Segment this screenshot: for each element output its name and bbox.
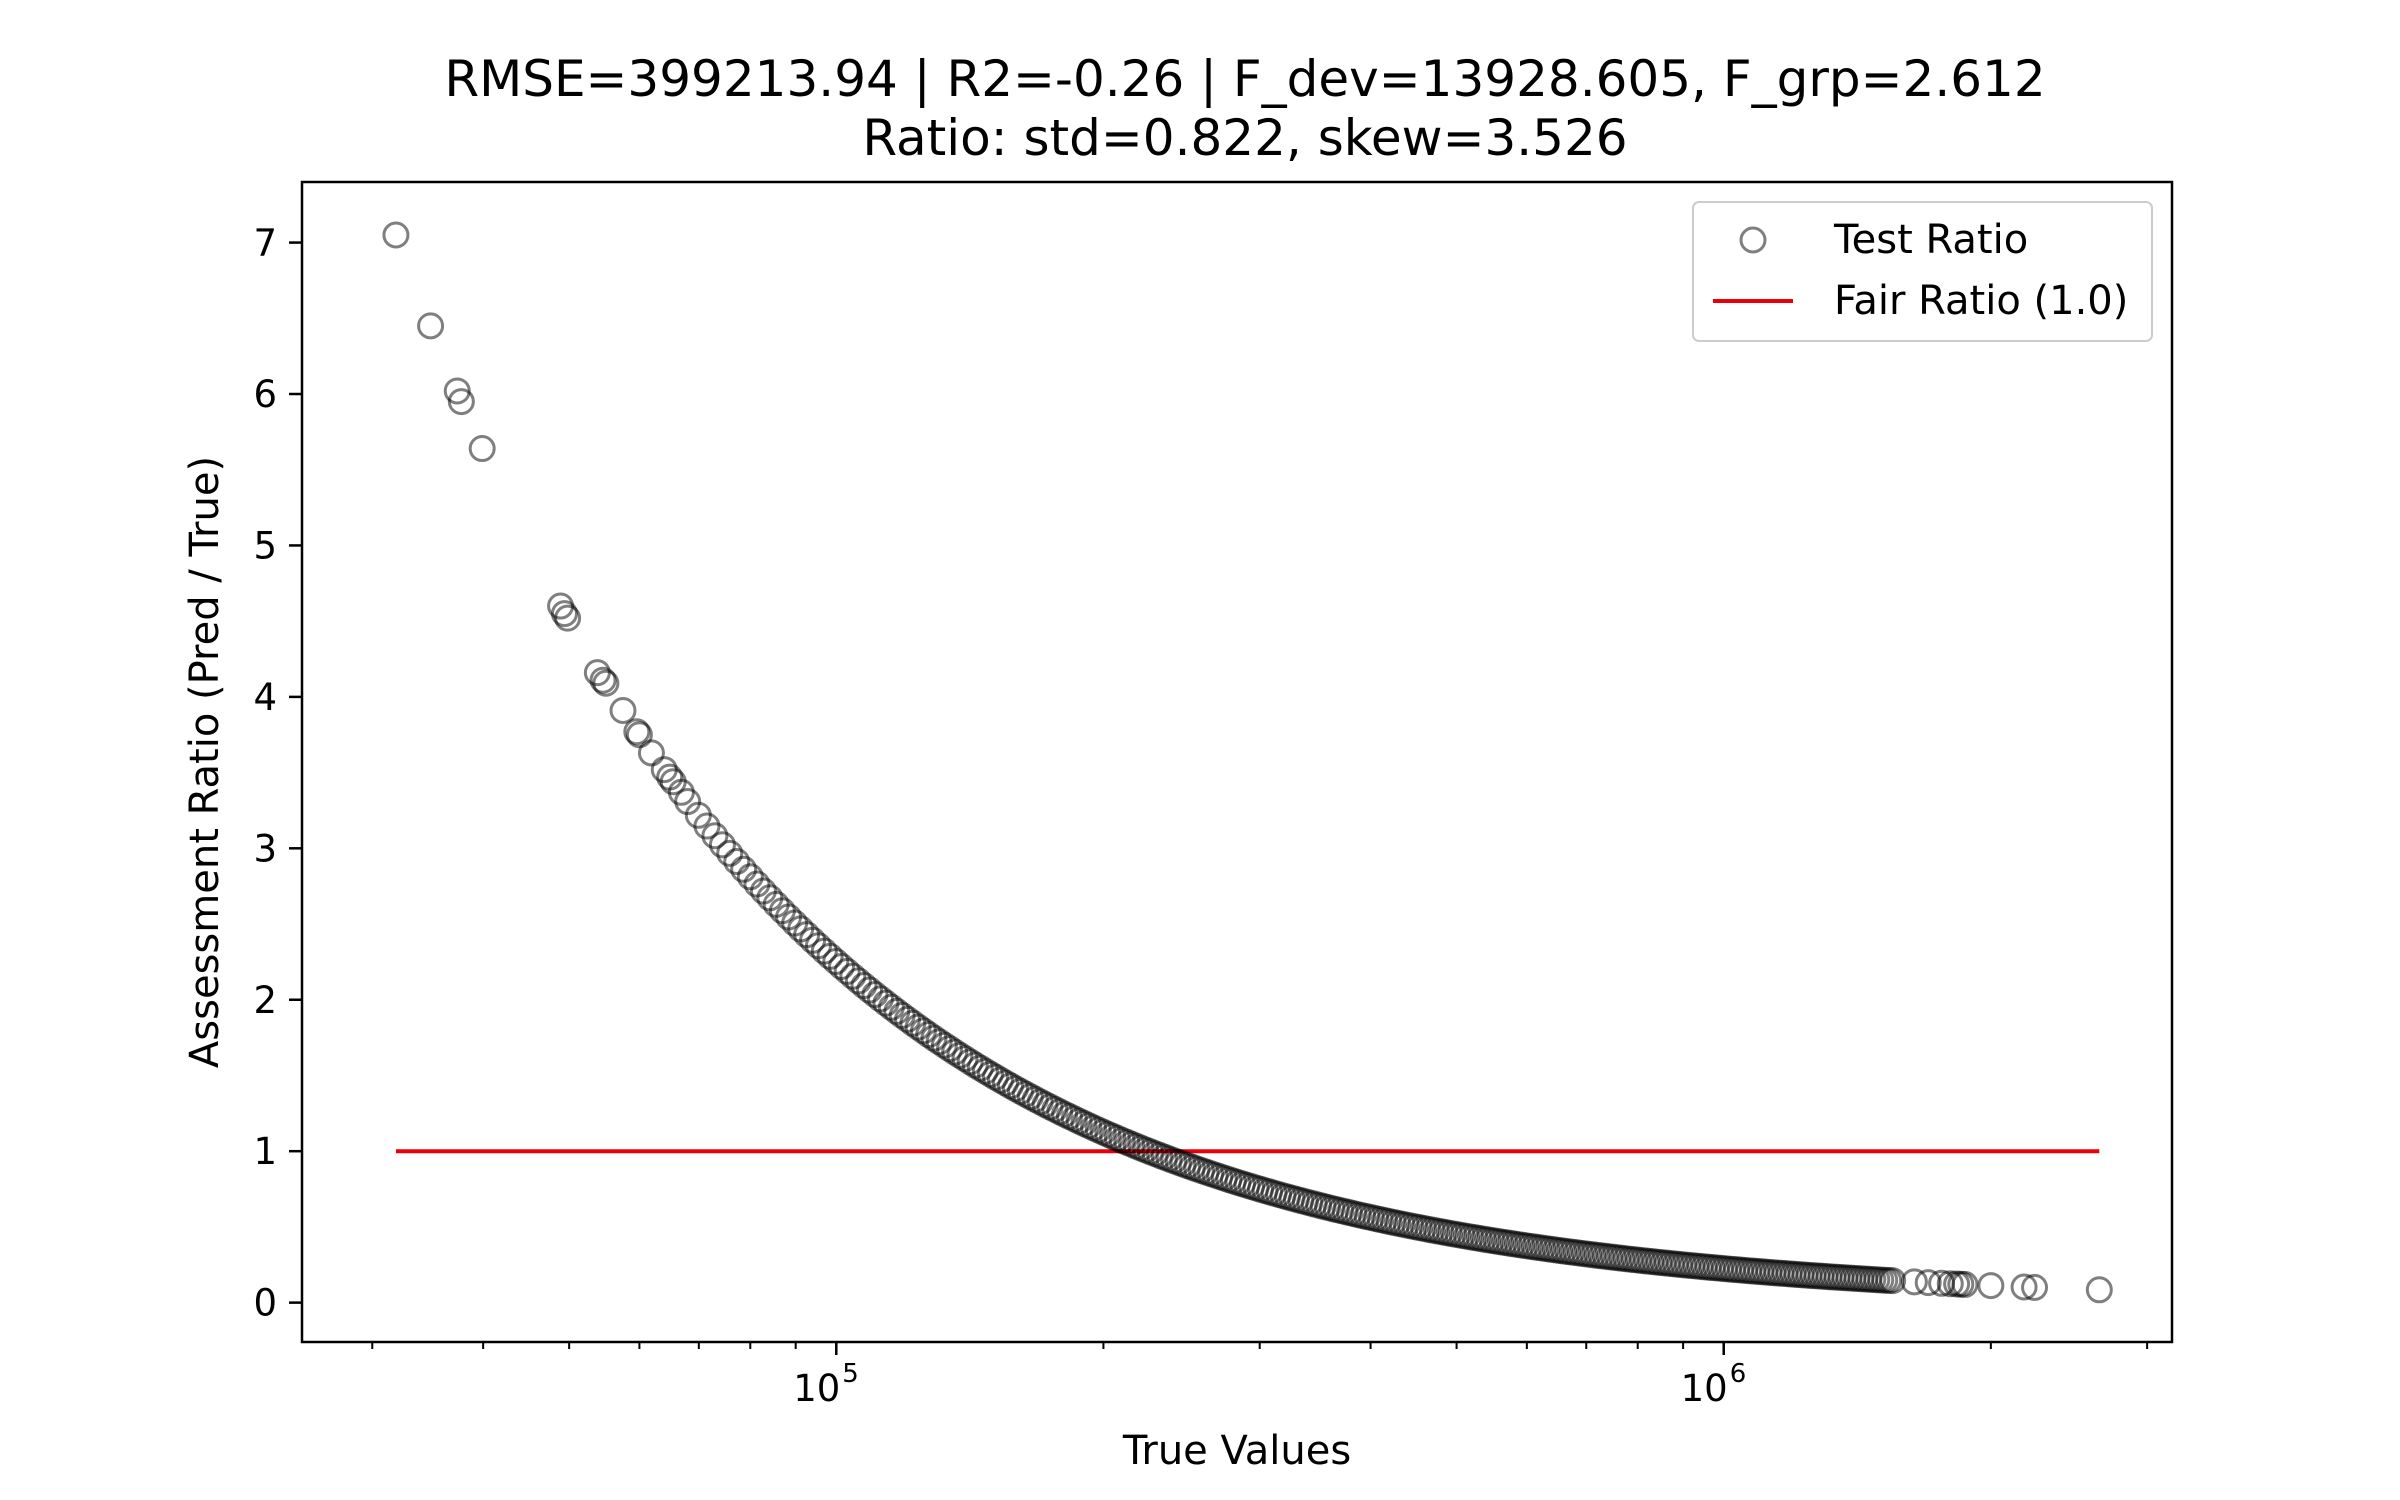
plot-frame bbox=[300, 180, 2174, 1344]
test-ratio-point bbox=[1951, 1270, 1979, 1298]
legend-label-test-ratio: Test Ratio bbox=[1833, 217, 2028, 263]
test-ratio-point bbox=[550, 600, 578, 628]
test-ratio-point bbox=[723, 847, 751, 875]
test-ratio-point bbox=[592, 669, 620, 697]
x-tick-label-base: 10 bbox=[1681, 1367, 1728, 1410]
test-ratio-point bbox=[382, 221, 410, 249]
test-ratio-point bbox=[447, 388, 475, 416]
test-ratio-point bbox=[468, 435, 496, 463]
test-ratio-point bbox=[2085, 1276, 2113, 1304]
x-tick-label-exponent: 6 bbox=[1730, 1359, 1747, 1389]
test-ratio-point bbox=[609, 697, 637, 725]
test-ratio-point bbox=[708, 831, 736, 859]
test-ratio-point bbox=[2010, 1273, 2038, 1301]
test-ratio-point bbox=[730, 855, 758, 883]
chart-title-line1: RMSE=399213.94 | R2=-0.26 | F_dev=13928.… bbox=[444, 50, 2045, 108]
test-ratio-point bbox=[417, 312, 445, 340]
test-ratio-point bbox=[1977, 1272, 2005, 1300]
y-axis: 0 1 2 3 4 5 6 7 bbox=[253, 222, 302, 1325]
y-tick-label: 5 bbox=[253, 524, 277, 567]
test-ratio-point bbox=[1914, 1269, 1942, 1297]
chart-title-line2: Ratio: std=0.822, skew=3.526 bbox=[862, 109, 1627, 167]
test-ratio-point bbox=[2021, 1273, 2049, 1301]
test-ratio-point bbox=[1879, 1267, 1907, 1295]
test-ratio-point bbox=[589, 666, 617, 694]
legend-label-fair-ratio: Fair Ratio (1.0) bbox=[1834, 278, 2128, 324]
test-ratio-series bbox=[382, 221, 2113, 1304]
test-ratio-point bbox=[625, 721, 653, 749]
x-tick-label-exponent: 5 bbox=[842, 1359, 859, 1389]
x-tick-label-base: 10 bbox=[793, 1367, 840, 1410]
test-ratio-point bbox=[701, 822, 729, 850]
test-ratio-point bbox=[623, 718, 651, 746]
y-axis-label: Assessment Ratio (Pred / True) bbox=[182, 456, 228, 1068]
y-tick-label: 4 bbox=[253, 676, 277, 719]
legend-box bbox=[1692, 201, 2153, 342]
x-tick-label: 10 6 bbox=[1681, 1359, 1747, 1410]
y-tick-label: 2 bbox=[253, 979, 277, 1022]
test-ratio-point bbox=[716, 839, 744, 867]
test-ratio-point bbox=[1900, 1268, 1928, 1296]
x-axis: 10 5 10 6 bbox=[371, 1342, 2149, 1410]
x-tick-label: 10 5 bbox=[793, 1359, 859, 1410]
y-tick-label: 0 bbox=[253, 1282, 277, 1325]
test-ratio-point bbox=[637, 739, 665, 767]
y-tick-label: 7 bbox=[253, 222, 277, 265]
legend-marker-test-ratio bbox=[1739, 226, 1767, 254]
test-ratio-point bbox=[554, 604, 582, 632]
y-tick-label: 1 bbox=[253, 1130, 277, 1173]
y-tick-label: 6 bbox=[253, 373, 277, 416]
x-axis-label: True Values bbox=[1122, 1428, 1351, 1474]
legend: Test Ratio Fair Ratio (1.0) bbox=[1692, 201, 2153, 342]
y-tick-label: 3 bbox=[253, 827, 277, 870]
